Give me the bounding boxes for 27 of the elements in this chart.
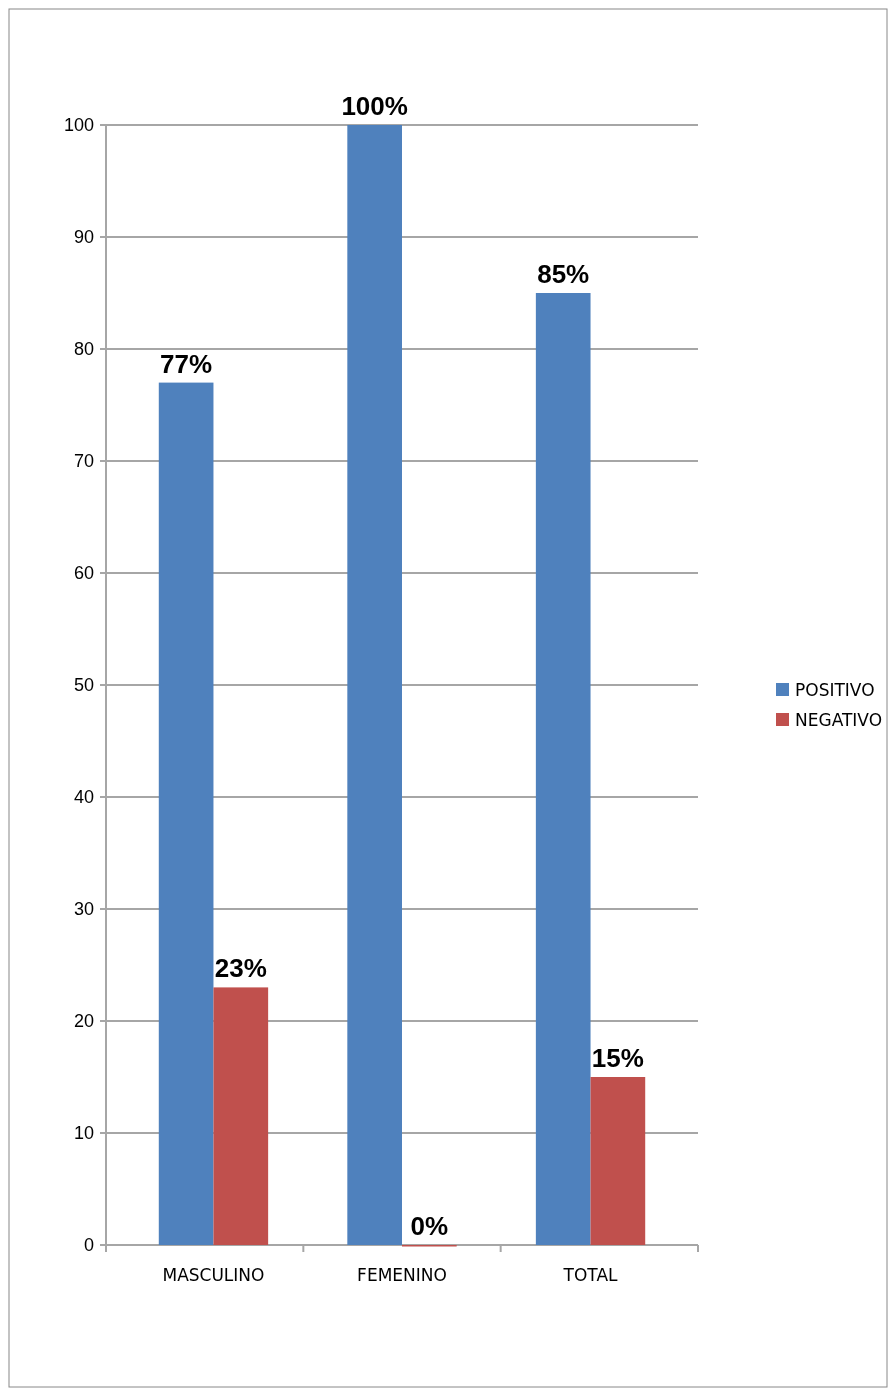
y-tick-label: 40 — [73, 787, 94, 808]
y-tick-label: 60 — [73, 563, 94, 584]
data-label: 0% — [410, 1211, 449, 1241]
bar — [347, 125, 402, 1245]
legend-label: POSITIVO — [795, 679, 875, 700]
y-tick-label: 0 — [83, 1235, 94, 1256]
y-tick-label: 50 — [73, 675, 94, 696]
data-label: 23% — [214, 953, 267, 984]
y-tick-label: 100 — [63, 115, 94, 136]
bar — [213, 987, 269, 1245]
y-tick-label: 20 — [73, 1011, 94, 1032]
data-label: 77% — [160, 348, 213, 379]
x-tick-label: TOTAL — [562, 1265, 619, 1285]
data-label: 15% — [591, 1043, 644, 1073]
y-tick-label: 80 — [73, 339, 94, 360]
bar — [158, 382, 214, 1245]
data-label: 85% — [537, 259, 590, 289]
y-tick-label: 70 — [73, 451, 94, 472]
y-tick-label: 90 — [73, 227, 94, 248]
y-tick-label: 30 — [73, 899, 94, 920]
legend-label: NEGATIVO — [795, 709, 883, 730]
x-tick-label: MASCULINO — [162, 1265, 265, 1285]
x-tick-label: FEMENINO — [357, 1265, 447, 1285]
data-label: 100% — [341, 91, 408, 121]
y-tick-label: 10 — [73, 1123, 94, 1144]
bar — [590, 1077, 646, 1245]
bar — [535, 293, 591, 1245]
